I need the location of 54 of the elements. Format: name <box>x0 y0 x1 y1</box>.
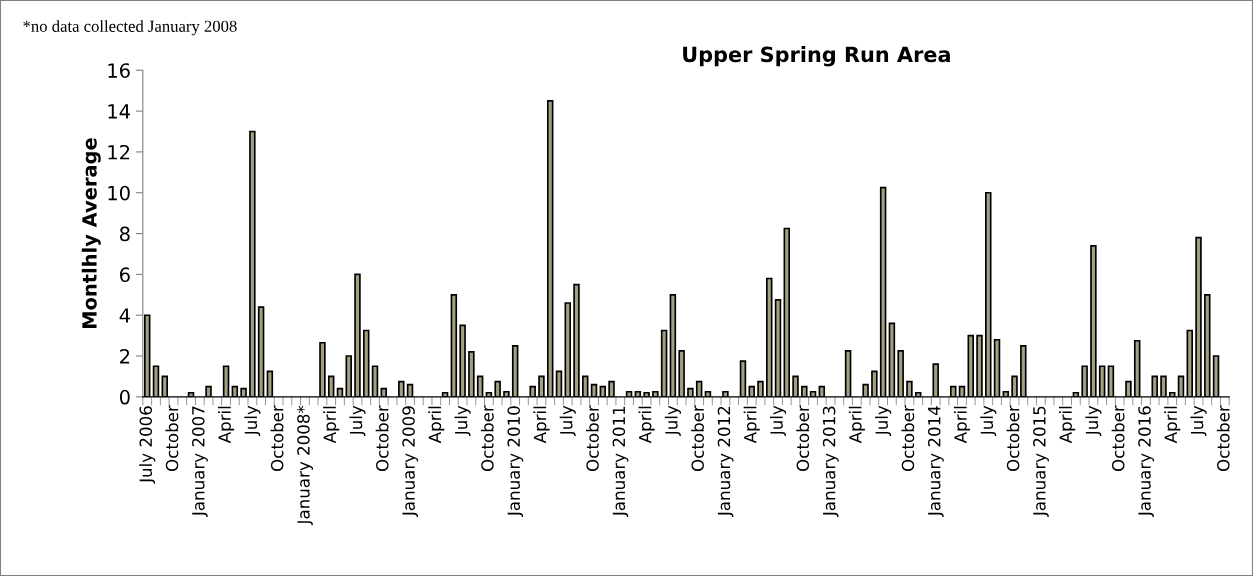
x-tick-label: January 2009 <box>402 406 419 517</box>
y-tick-label: 2 <box>120 349 130 364</box>
x-tick-label: July <box>349 405 366 437</box>
y-tick-label: 16 <box>108 63 130 78</box>
x-tick-label: April <box>218 406 235 444</box>
x-tick-label: January 2015 <box>1033 406 1049 517</box>
x-tick-label: July <box>980 405 997 437</box>
x-tick-label: April <box>428 406 445 444</box>
x-tick-label: April <box>1164 406 1181 444</box>
x-tick-label: October <box>901 405 915 471</box>
x-tick-label: July <box>1190 405 1207 437</box>
x-tick-label: January 2016 <box>1138 406 1155 517</box>
x-tick-label: July <box>454 405 471 437</box>
x-tick-label: April <box>848 406 865 444</box>
x-tick-label: April <box>533 406 550 444</box>
x-tick-label: January 2010 <box>507 406 524 517</box>
x-tick-label: April <box>1059 406 1076 444</box>
y-tick-label: 6 <box>120 267 130 283</box>
x-tick-label: July <box>1085 405 1102 437</box>
x-tick-label: April <box>323 406 340 444</box>
x-tick-label: October <box>796 405 810 471</box>
x-tick-label: July <box>559 405 576 437</box>
y-axis-title: Montlhly Average <box>81 138 101 329</box>
x-tick-label: October <box>691 405 704 471</box>
x-tick-label: October <box>165 405 179 471</box>
y-tick-label: 0 <box>119 389 130 405</box>
x-tick-label: April <box>743 406 760 444</box>
x-tick-label: October <box>1216 405 1230 471</box>
x-tick-label: January 2013 <box>822 406 839 517</box>
x-tick-label: October <box>1111 405 1125 471</box>
x-tick-label: October <box>585 405 599 471</box>
x-tick-label: October <box>375 405 389 471</box>
y-tick-label: 12 <box>108 144 130 160</box>
y-tick-label: 4 <box>119 308 130 323</box>
x-tick-label: January 2008* <box>297 405 313 526</box>
x-tick-label: January 2012 <box>717 406 734 517</box>
x-tick-label: July <box>769 405 787 437</box>
x-tick-label: January 2014 <box>927 406 944 517</box>
x-tick-label: July 2006 <box>139 406 156 484</box>
x-tick-label: January 2007 <box>192 406 208 517</box>
text: *no data collected January 2008 <box>23 20 237 36</box>
chart-title: Upper Spring Run Area <box>683 46 950 67</box>
x-tick-label: July <box>664 405 681 437</box>
x-tick-label: April <box>638 406 655 444</box>
x-tick-label: October <box>1006 405 1020 471</box>
y-tick-label: 10 <box>108 185 130 201</box>
x-tick-label: October <box>270 405 284 471</box>
x-tick-label: October <box>480 405 494 471</box>
x-tick-label: July <box>875 405 892 437</box>
y-tick-label: 14 <box>108 104 130 119</box>
x-tick-label: January 2011 <box>612 406 629 517</box>
x-tick-label: April <box>953 406 971 444</box>
x-tick-label: July <box>244 405 261 437</box>
y-tick-label: 8 <box>119 226 130 242</box>
